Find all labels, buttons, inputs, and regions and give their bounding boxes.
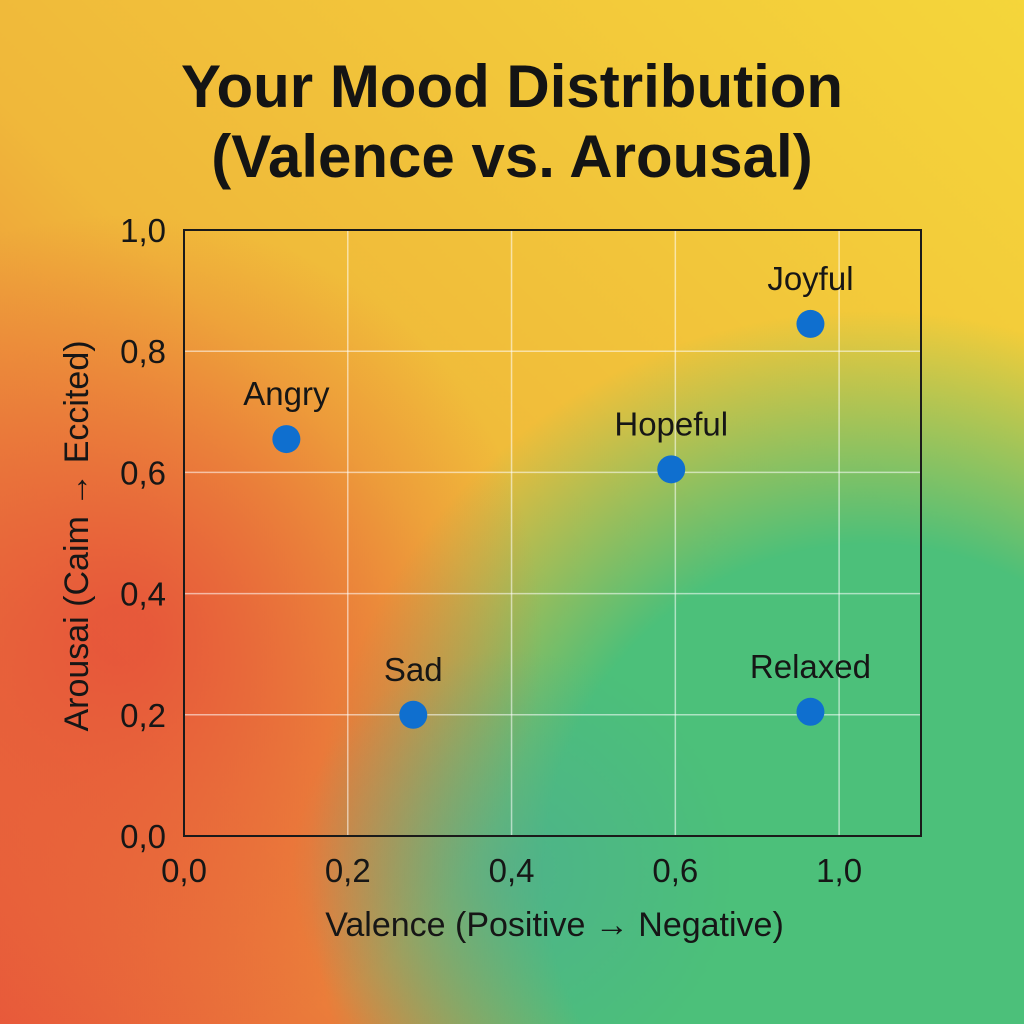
x-tick-label: 0,6 — [652, 852, 698, 889]
y-tick-label: 1,0 — [120, 212, 166, 249]
x-tick-label: 0,2 — [325, 852, 371, 889]
data-point-relaxed — [796, 697, 825, 726]
chart-title-line-1: Your Mood Distribution — [180, 53, 844, 120]
y-tick-label: 0,4 — [120, 576, 166, 613]
data-point-sad — [399, 700, 428, 729]
y-tick-label: 0,8 — [120, 333, 166, 370]
data-point-hopeful — [657, 455, 686, 484]
data-point-joyful — [796, 309, 825, 338]
data-label-relaxed: Relaxed — [750, 648, 871, 685]
tick-labels: 0,0 0,2 0,4 0,6 1,0 0,0 0,2 0,4 0,6 0,8 1,0 — [120, 212, 862, 889]
chart-title-line-2: (Valence vs. Arousal) — [211, 123, 813, 190]
x-tick-label: 0,0 — [161, 852, 207, 889]
data-points: Angry Sad Hopeful Joyful Relaxed — [243, 260, 871, 729]
y-axis-label: Arousai (Caim → Eccited) — [58, 340, 96, 731]
data-label-hopeful: Hopeful — [614, 405, 728, 442]
y-tick-label: 0,2 — [120, 697, 166, 734]
x-axis-label: Valence (Positive → Negative) — [325, 906, 784, 944]
y-tick-label: 0,6 — [120, 454, 166, 491]
data-label-joyful: Joyful — [767, 260, 853, 297]
data-label-sad: Sad — [384, 651, 443, 688]
y-tick-label: 0,0 — [120, 818, 166, 855]
data-label-angry: Angry — [243, 375, 330, 412]
x-tick-label: 0,4 — [489, 852, 535, 889]
x-tick-label: 1,0 — [816, 852, 862, 889]
data-point-angry — [272, 425, 301, 454]
plot-frame — [183, 229, 922, 837]
